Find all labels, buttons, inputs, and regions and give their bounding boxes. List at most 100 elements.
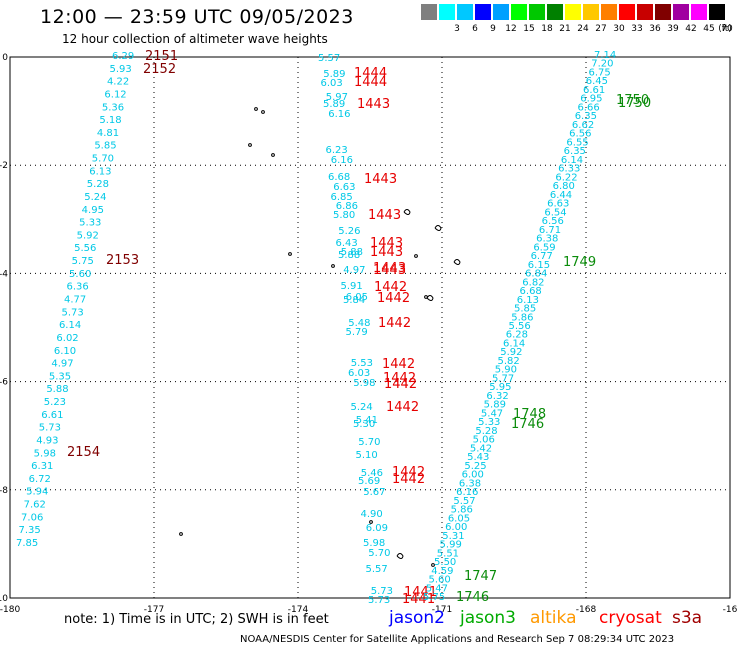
swh-label: 5.89: [323, 69, 345, 80]
swh-label: 5.79: [346, 327, 368, 338]
swh-label: 6.29: [112, 51, 134, 62]
legend-label: 15: [523, 24, 535, 34]
swh-label: 6.16: [456, 487, 478, 498]
time-label: 1443: [370, 236, 403, 251]
swh-label: 5.73: [39, 423, 61, 434]
swh-label: 6.12: [104, 89, 126, 100]
swh-label: 5.86: [451, 505, 473, 516]
swh-label: 5.33: [79, 218, 101, 229]
time-label: 1749: [563, 255, 596, 270]
swh-label: 6.22: [555, 172, 577, 183]
time-label: 2151: [145, 49, 178, 64]
map-frame: [9, 56, 731, 599]
swh-label: 5.42: [470, 443, 492, 454]
swh-label: 4.93: [36, 435, 58, 446]
swh-label: 6.77: [531, 251, 553, 262]
swh-label: 6.45: [586, 76, 608, 87]
island-outline: [369, 520, 373, 524]
swh-label: 6.14: [503, 338, 525, 349]
swh-label: 5.30: [353, 419, 375, 430]
time-label: 1444: [354, 66, 387, 81]
satellite-cryosat: cryosat: [599, 608, 662, 628]
swh-label: 6.23: [326, 145, 348, 156]
time-label: 1444: [354, 75, 387, 90]
swh-label: 5.70: [358, 437, 380, 448]
y-tick-label: -4: [0, 269, 8, 279]
swh-label: 4.81: [97, 128, 119, 139]
legend-swatch: [493, 4, 509, 20]
axis-ticks: -180 -177 -174 -171 -168 -16 0 -2 -4 -6 -8 -10: [0, 53, 738, 615]
swh-label: 6.72: [29, 474, 51, 485]
swh-label: 4.90: [361, 509, 383, 520]
swh-label: 7.35: [19, 525, 41, 536]
swh-label: 6.28: [506, 330, 528, 341]
time-label: 1443: [370, 245, 403, 260]
time-label: 1442: [377, 291, 410, 306]
time-label: 1442: [392, 465, 425, 480]
swh-label: 5.10: [356, 450, 378, 461]
island-outline: [261, 110, 265, 114]
time-label: 1442: [392, 472, 425, 487]
swh-label: 6.68: [328, 172, 350, 183]
swh-label: 5.43: [467, 452, 489, 463]
swh-label: 5.93: [109, 64, 131, 75]
swh-label: 5.35: [49, 371, 71, 382]
time-label: 1746: [511, 417, 544, 432]
swh-label: 5.46: [361, 468, 383, 479]
swh-label: 5.25: [464, 461, 486, 472]
x-tick-label: -174: [288, 605, 309, 615]
island-outline: [431, 563, 435, 567]
map-grid: [10, 57, 730, 598]
x-tick-label: -168: [576, 605, 597, 615]
swh-label: 4.59: [431, 566, 453, 577]
time-label: 1750: [618, 96, 651, 111]
swh-label: 5.41: [356, 415, 378, 426]
swh-label: 6.36: [67, 282, 89, 293]
legend-unit: (ft): [718, 24, 732, 34]
swh-label: 5.56: [509, 321, 531, 332]
swh-label: 4.77: [64, 295, 86, 306]
swh-label: 5.60: [429, 575, 451, 586]
swh-label: 7.62: [24, 500, 46, 511]
island-outline: [331, 264, 335, 268]
swh-label: 5.99: [440, 540, 462, 551]
swh-label: 5.73: [368, 595, 390, 606]
swh-label: 5.75: [72, 256, 94, 267]
swh-label: 5.86: [511, 312, 533, 323]
track-middle: 5.575.896.035.975.896.166.236.166.686.63…: [318, 53, 437, 607]
time-label: 1441: [404, 585, 437, 600]
legend-label: 18: [541, 24, 553, 34]
map-subtitle: 12 hour collection of altimeter wave hei…: [62, 32, 328, 46]
swh-label: 6.59: [533, 242, 555, 253]
swh-label: 6.13: [89, 166, 111, 177]
swh-label: 6.66: [577, 102, 599, 113]
legend-label: 30: [613, 24, 625, 34]
swh-label: 6.16: [331, 155, 353, 166]
swh-label: 4.97: [343, 265, 365, 276]
track-left: 6.29 5.93 4.226.12 5.36 5.18 4.81 5.85 5.706.13…: [16, 49, 178, 549]
swh-label: 6.10: [54, 346, 76, 357]
legend-swatch: [619, 4, 635, 20]
swh-label: 5.50: [434, 557, 456, 568]
legend-swatch: [439, 4, 455, 20]
swh-label: 5.73: [371, 586, 393, 597]
swh-label: 5.23: [44, 397, 66, 408]
legend-label: 45: [703, 24, 715, 34]
swh-label: 5.84: [343, 295, 365, 306]
y-tick-label: -6: [0, 378, 8, 388]
swh-label: 5.67: [363, 487, 385, 498]
swh-label: 5.47: [481, 408, 503, 419]
swh-label: 6.54: [544, 207, 566, 218]
swh-label: 4.97: [51, 359, 73, 370]
legend-label: 70: [721, 24, 733, 34]
legend-label: 24: [577, 24, 589, 34]
time-label: 1748: [513, 407, 546, 422]
swh-label: 6.02: [56, 333, 78, 344]
swh-label: 5.89: [323, 99, 345, 110]
swh-label: 5.98: [363, 538, 385, 549]
map-border: [9, 56, 731, 599]
legend-label: 27: [595, 24, 607, 34]
swh-label: 6.86: [336, 201, 358, 212]
swh-label: 4.22: [107, 77, 129, 88]
swh-label: 5.28: [87, 179, 109, 190]
